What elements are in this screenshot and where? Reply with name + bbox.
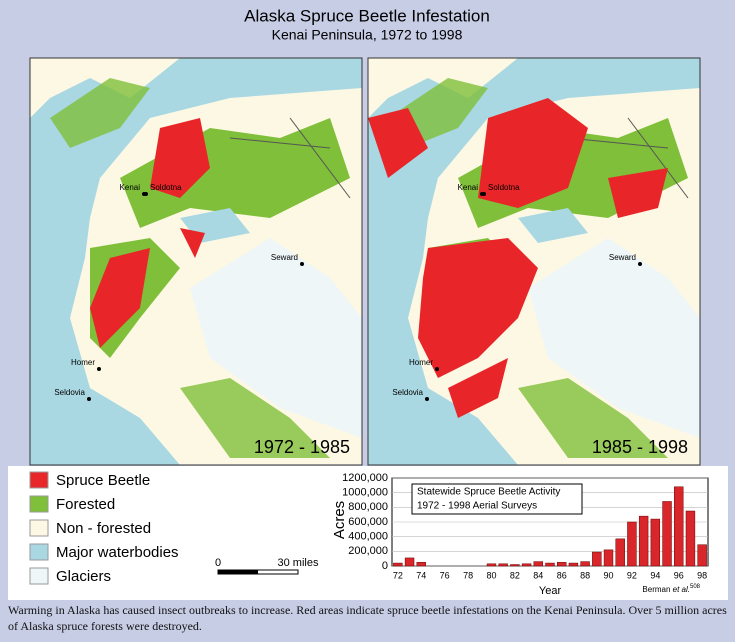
legend-swatch — [29, 471, 49, 489]
y-tick-label: 200,000 — [348, 545, 388, 557]
city-dot — [425, 397, 429, 401]
city-dot — [638, 262, 642, 266]
x-tick-label: 82 — [510, 570, 520, 580]
city-label: Seldovia — [54, 388, 85, 397]
legend-swatch — [29, 567, 49, 585]
credit-author: Berman — [642, 585, 672, 594]
bar — [404, 557, 415, 567]
x-tick-label: 92 — [627, 570, 637, 580]
bar — [615, 538, 625, 567]
title: Alaska Spruce Beetle Infestation — [244, 6, 490, 25]
bar-chart: Acres Year 0 200,000 400,000 600,000 800,000… — [331, 472, 709, 597]
bar — [580, 561, 590, 567]
x-tick-label: 76 — [440, 570, 450, 580]
city-dot — [97, 367, 101, 371]
y-tick-label: 400,000 — [348, 531, 388, 543]
bar — [521, 563, 532, 567]
city-label: Soldotna — [488, 183, 520, 192]
x-tick-label: 72 — [393, 570, 403, 580]
x-tick-label: 98 — [697, 570, 707, 580]
legend-swatch — [29, 543, 49, 561]
city-dot — [300, 262, 304, 266]
subtitle: Kenai Peninsula, 1972 to 1998 — [272, 27, 463, 43]
credit: Berman et al.508 — [642, 584, 700, 595]
map-labels: 1972 - 1985 Kenai Soldotna Seward Homer Seldo… — [54, 183, 350, 457]
bar — [650, 518, 661, 567]
infestation — [90, 118, 210, 348]
legend-label: Non - forested — [56, 520, 151, 537]
bar — [697, 544, 707, 567]
bar — [416, 562, 426, 567]
bar — [674, 486, 684, 567]
x-tick-label: 80 — [486, 570, 496, 580]
x-tick-label: 94 — [650, 570, 660, 580]
y-axis-label: Acres — [331, 501, 348, 539]
map-period: 1985 - 1998 — [592, 437, 688, 457]
bar — [685, 510, 696, 567]
legend-swatch — [29, 495, 49, 513]
scale-end: 30 miles — [278, 557, 319, 569]
credit-ref: 508 — [690, 584, 701, 590]
credit-etal: et al. — [673, 585, 690, 594]
caption: Warming in Alaska has caused insect outb… — [8, 603, 727, 633]
city-label: Kenai — [120, 183, 141, 192]
legend: Spruce Beetle Forested Non - forested Major… — [29, 471, 179, 585]
x-axis-label: Year — [539, 585, 562, 597]
bar — [592, 551, 602, 567]
x-tick-label: 74 — [416, 570, 426, 580]
chart-title-box — [411, 483, 583, 515]
map-labels: 1985 - 1998 Kenai Soldotna Seward Homer Seldo… — [392, 183, 688, 457]
map-left — [29, 57, 363, 466]
map-period: 1972 - 1985 — [254, 437, 350, 457]
bar — [545, 562, 555, 567]
scale-bar: 0 30 miles — [215, 557, 319, 575]
city-label: Kenai — [458, 183, 479, 192]
city-dot — [482, 192, 486, 196]
bar — [603, 549, 614, 567]
city-label: Homer — [409, 358, 433, 367]
chart-title: Statewide Spruce Beetle Activity — [417, 487, 560, 498]
legend-label: Major waterbodies — [56, 544, 179, 561]
map-right — [367, 57, 701, 466]
bar — [638, 515, 649, 567]
x-tick-label: 86 — [557, 570, 567, 580]
y-tick-label: 1200,000 — [342, 472, 388, 484]
city-dot — [87, 397, 91, 401]
city-label: Soldotna — [150, 183, 182, 192]
x-tick-label: 88 — [580, 570, 590, 580]
scale-start: 0 — [215, 557, 221, 569]
bar — [557, 562, 567, 567]
city-label: Seldovia — [392, 388, 423, 397]
city-label: Seward — [271, 253, 298, 262]
city-label: Homer — [71, 358, 95, 367]
city-dot — [435, 367, 439, 371]
y-tick-label: 600,000 — [348, 516, 388, 528]
y-tick-label: 0 — [382, 560, 388, 572]
city-label: Seward — [609, 253, 636, 262]
chart-subtitle: 1972 - 1998 Aerial Surveys — [417, 501, 537, 512]
bar — [510, 564, 520, 567]
legend-label: Spruce Beetle — [56, 472, 150, 489]
bar — [393, 562, 403, 567]
bar — [498, 563, 508, 567]
bar — [568, 562, 579, 567]
legend-swatch — [29, 519, 49, 537]
legend-label: Forested — [56, 496, 115, 513]
y-tick-label: 800,000 — [348, 501, 388, 513]
legend-label: Glaciers — [56, 568, 111, 585]
city-dot — [144, 192, 148, 196]
bar — [486, 563, 497, 567]
x-tick-label: 78 — [463, 570, 473, 580]
x-tick-label: 96 — [674, 570, 684, 580]
x-tick-label: 84 — [533, 570, 543, 580]
figure: Alaska Spruce Beetle Infestation Kenai P… — [8, 6, 728, 600]
bar — [533, 561, 543, 567]
x-tick-label: 90 — [604, 570, 614, 580]
bar — [662, 501, 672, 567]
y-tick-label: 1000,000 — [342, 487, 388, 499]
infestation — [368, 98, 668, 418]
bar — [627, 521, 637, 567]
